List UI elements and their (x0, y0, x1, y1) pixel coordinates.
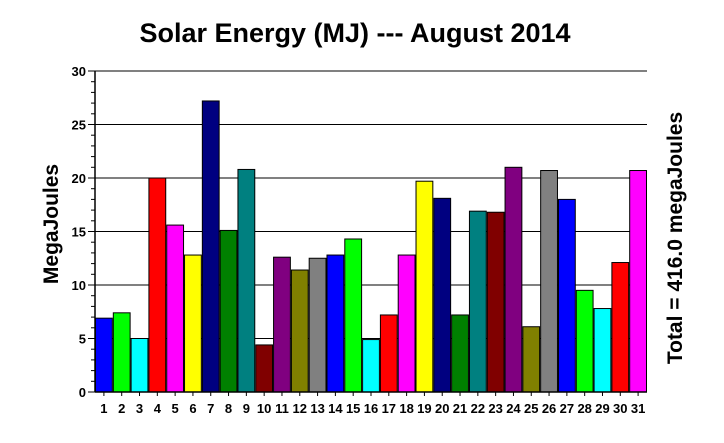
bar-day-19 (415, 180, 434, 393)
x-tick-label: 27 (560, 401, 574, 416)
x-tick-label: 29 (595, 401, 609, 416)
x-tick-label: 19 (417, 401, 431, 416)
bar-day-8 (219, 229, 238, 393)
x-tick-label: 5 (172, 401, 179, 416)
y-ticks: 0 5 10 15 20 25 30 (72, 64, 95, 400)
x-tick-label: 22 (471, 401, 485, 416)
x-tick-label: 8 (225, 401, 232, 416)
bar-day-17 (379, 314, 398, 393)
bar-day-21 (451, 314, 469, 393)
x-tick-label: 11 (275, 401, 289, 416)
x-tick-label: 17 (382, 401, 396, 416)
bar-day-23 (486, 211, 505, 393)
total-label: Total = 416.0 megaJoules (664, 112, 687, 364)
x-tick-label: 4 (154, 401, 162, 416)
bar-day-28 (575, 289, 594, 393)
chart-title: Solar Energy (MJ) --- August 2014 (139, 18, 570, 48)
bar-day-24 (504, 166, 523, 393)
bar-day-14 (326, 254, 345, 393)
x-tick-label: 30 (613, 401, 627, 416)
x-tick-label: 21 (453, 401, 467, 416)
y-tick-label: 20 (72, 171, 86, 186)
y-tick-label: 5 (79, 332, 86, 347)
bar-day-30 (611, 262, 630, 393)
x-tick-label: 18 (399, 401, 413, 416)
bar-day-1 (95, 317, 113, 393)
x-tick-label: 7 (207, 401, 214, 416)
bar-day-16 (362, 339, 380, 393)
x-tick-label: 3 (136, 401, 143, 416)
bar-day-25 (522, 326, 541, 393)
bar-day-13 (308, 257, 327, 393)
bar-day-18 (397, 254, 416, 393)
y-tick-label: 0 (79, 385, 86, 400)
y-tick-label: 30 (72, 64, 86, 79)
x-tick-label: 23 (488, 401, 502, 416)
bar-day-31 (629, 170, 648, 393)
x-tick-label: 16 (364, 401, 378, 416)
x-tick-label: 10 (257, 401, 271, 416)
bar-day-6 (184, 254, 202, 393)
bar-day-27 (557, 198, 576, 393)
x-tick-label: 15 (346, 401, 360, 416)
x-tick-label: 2 (118, 401, 125, 416)
y-tick-label: 15 (72, 225, 86, 240)
bar-day-5 (166, 224, 185, 393)
bar-day-2 (112, 312, 131, 393)
bar-day-20 (433, 197, 452, 393)
bar-day-9 (237, 168, 256, 393)
bars (95, 100, 648, 393)
bar-day-7 (201, 100, 220, 393)
x-tick-label: 9 (243, 401, 250, 416)
bar-day-12 (290, 269, 309, 393)
x-tick-label: 20 (435, 401, 449, 416)
bar-day-26 (540, 170, 558, 393)
x-tick-label: 31 (631, 401, 645, 416)
bar-day-10 (255, 344, 274, 393)
x-tick-label: 24 (506, 401, 521, 416)
x-tick-label: 1 (100, 401, 107, 416)
y-tick-label: 25 (72, 118, 86, 133)
y-tick-label: 10 (72, 278, 86, 293)
x-tick-label: 6 (189, 401, 196, 416)
x-tick-label: 13 (310, 401, 324, 416)
bar-day-3 (130, 338, 149, 393)
x-tick-label: 26 (542, 401, 556, 416)
bar-day-15 (344, 238, 363, 393)
bar-day-22 (468, 210, 487, 393)
x-tick-label: 28 (577, 401, 591, 416)
x-tick-label: 12 (293, 401, 307, 416)
bar-day-4 (148, 177, 167, 393)
bar-day-11 (273, 256, 291, 393)
x-tick-label: 25 (524, 401, 538, 416)
x-ticks: 1 2 3 4 5 6 7 8 9 10 11 12 13 14 15 16 17 18 19 20 21 22 23 24 2… (100, 392, 645, 416)
x-tick-label: 14 (328, 401, 343, 416)
bar-day-29 (593, 308, 612, 393)
y-axis-label: MegaJoules (40, 164, 63, 284)
